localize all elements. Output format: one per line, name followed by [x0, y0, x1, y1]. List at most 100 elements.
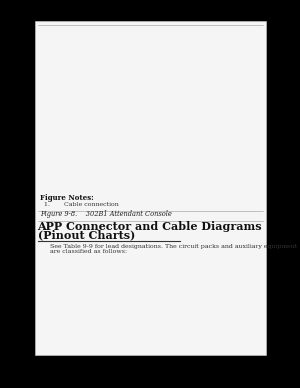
Bar: [85, 159, 95, 167]
Bar: [176, 98, 183, 108]
Bar: [184, 98, 191, 108]
Bar: [218, 86, 225, 96]
Bar: [62, 149, 71, 157]
Bar: [62, 169, 71, 177]
Bar: [243, 98, 250, 108]
Text: Figure 9-8.    302B1 Attendant Console: Figure 9-8. 302B1 Attendant Console: [40, 210, 172, 218]
Bar: [243, 62, 250, 73]
Bar: [73, 149, 83, 157]
Bar: [98, 169, 108, 177]
Bar: [52, 180, 146, 184]
Bar: [192, 110, 200, 120]
Ellipse shape: [19, 80, 31, 99]
Bar: [192, 122, 200, 132]
Bar: [124, 140, 132, 147]
Bar: [82, 105, 88, 109]
Bar: [184, 86, 191, 96]
Bar: [136, 129, 147, 136]
Bar: [176, 74, 183, 84]
Bar: [226, 122, 233, 132]
Bar: [124, 149, 132, 157]
Bar: [218, 157, 225, 167]
Polygon shape: [47, 67, 154, 76]
Text: See Table 9-9 for lead designations. The circuit packs and auxiliary equipment: See Table 9-9 for lead designations. The…: [50, 244, 297, 249]
Bar: [113, 169, 122, 177]
Bar: [192, 133, 200, 144]
Bar: [112, 119, 123, 126]
Bar: [56, 81, 141, 99]
Bar: [201, 74, 208, 84]
Bar: [73, 140, 83, 147]
Bar: [209, 133, 216, 144]
Bar: [85, 140, 95, 147]
Bar: [218, 98, 225, 108]
Bar: [113, 149, 122, 157]
Bar: [192, 98, 200, 108]
Bar: [176, 86, 183, 96]
Bar: [226, 133, 233, 144]
Bar: [124, 119, 135, 126]
Bar: [218, 62, 225, 73]
Bar: [98, 140, 108, 147]
Bar: [235, 62, 242, 73]
Bar: [98, 149, 108, 157]
Bar: [192, 157, 200, 167]
Bar: [52, 159, 61, 167]
Bar: [226, 110, 233, 120]
Polygon shape: [253, 42, 260, 171]
Bar: [52, 149, 61, 157]
Bar: [73, 105, 79, 109]
Bar: [136, 119, 147, 126]
Text: Figure Notes:: Figure Notes:: [40, 194, 94, 202]
Bar: [226, 157, 233, 167]
Bar: [64, 119, 74, 126]
Bar: [113, 159, 122, 167]
Bar: [54, 105, 61, 109]
Bar: [184, 122, 191, 132]
Bar: [64, 129, 74, 136]
Bar: [100, 119, 111, 126]
Bar: [243, 146, 250, 155]
Bar: [218, 122, 225, 132]
Bar: [201, 86, 208, 96]
Bar: [167, 62, 174, 73]
Bar: [243, 157, 250, 167]
Bar: [209, 122, 216, 132]
Bar: [209, 146, 216, 155]
Bar: [76, 129, 86, 136]
Bar: [176, 62, 183, 73]
Bar: [209, 62, 216, 73]
Bar: [184, 110, 191, 120]
Bar: [184, 62, 191, 73]
Bar: [209, 110, 216, 120]
Bar: [209, 74, 216, 84]
Bar: [52, 119, 62, 126]
Polygon shape: [164, 163, 260, 171]
Bar: [52, 129, 62, 136]
Bar: [235, 86, 242, 96]
Text: 1.       Cable connection: 1. Cable connection: [44, 203, 118, 208]
Bar: [167, 157, 174, 167]
Bar: [235, 98, 242, 108]
Bar: [192, 74, 200, 84]
Bar: [218, 110, 225, 120]
Polygon shape: [164, 42, 260, 53]
Bar: [243, 110, 250, 120]
Bar: [184, 157, 191, 167]
Bar: [176, 157, 183, 167]
Bar: [235, 74, 242, 84]
Bar: [209, 86, 216, 96]
Bar: [201, 110, 208, 120]
Bar: [184, 146, 191, 155]
Polygon shape: [47, 76, 150, 180]
Bar: [167, 86, 174, 96]
Bar: [184, 133, 191, 144]
Bar: [201, 122, 208, 132]
Bar: [226, 146, 233, 155]
Bar: [167, 133, 174, 144]
Bar: [167, 110, 174, 120]
Bar: [226, 86, 233, 96]
Bar: [209, 98, 216, 108]
Bar: [76, 119, 86, 126]
Bar: [100, 129, 111, 136]
